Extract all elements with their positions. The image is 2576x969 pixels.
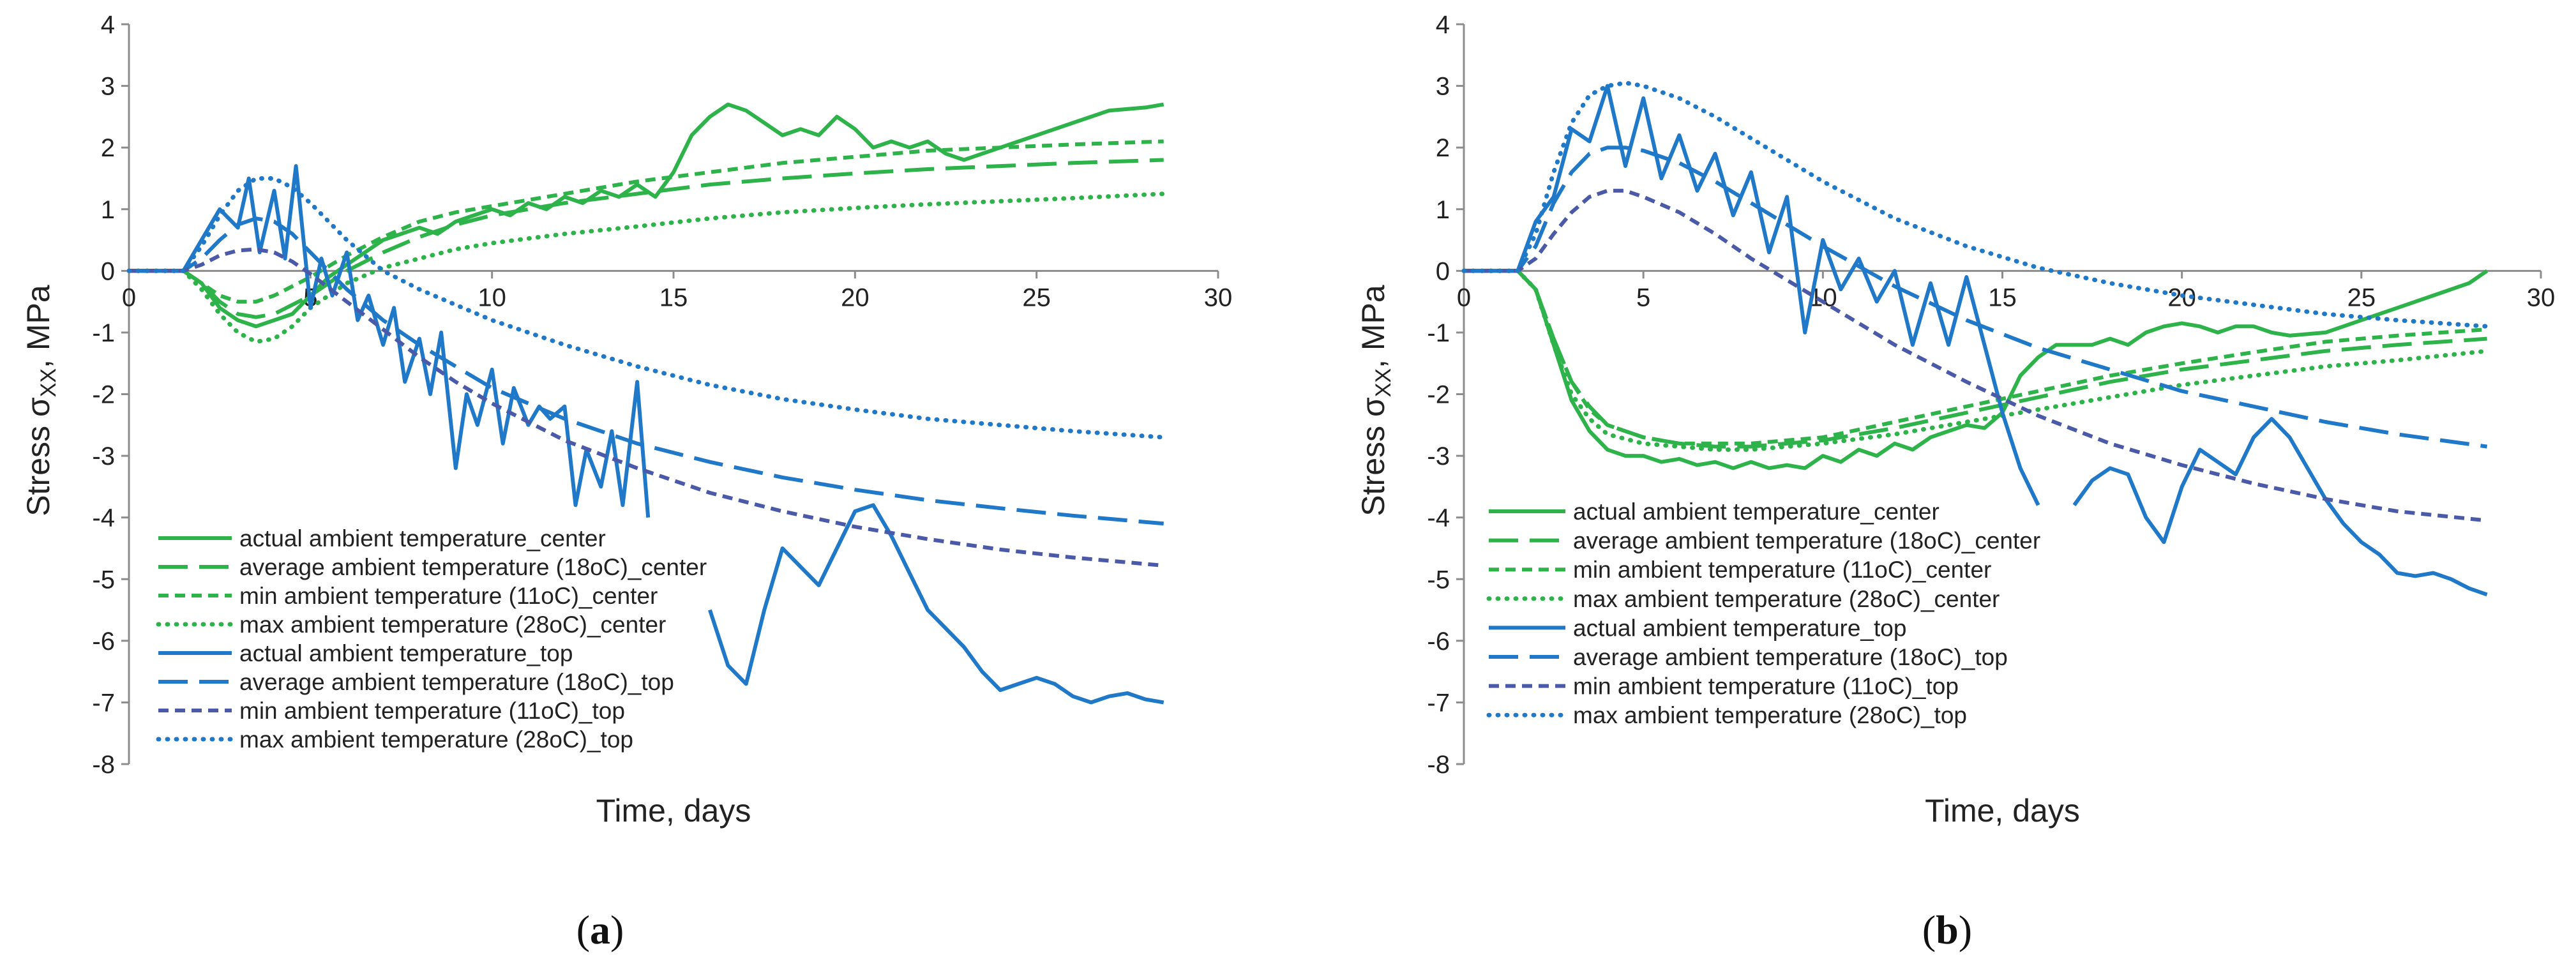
chart-panel-b: 4 3 2 1 0 -1 -2 -3 -4 -5 -6 -7 -8 0 5 10 15 20 25 30 actual … [1309, 0, 2576, 969]
chart-b-series-line-6 [1464, 188, 2487, 523]
chart-b-caption: (b) [1922, 907, 1972, 952]
chart-a-x-axis-title: Time, days [596, 793, 751, 829]
chart-a-series-line-0 [129, 102, 1164, 329]
chart-b-series-line-7 [1461, 80, 2490, 329]
chart-b-y-tick-label: -4 [1427, 504, 1450, 532]
chart-a-series-line-6 [129, 247, 1164, 567]
chart-a-y-tick-label: -5 [92, 566, 115, 594]
chart-a-legend-label: max ambient temperature (28oC)_top [239, 726, 633, 753]
chart-b-y-tick-label: -7 [1427, 689, 1450, 717]
chart-a-y-tick-label: -4 [92, 504, 115, 532]
chart-b-legend-label: actual ambient temperature_top [1573, 615, 1906, 641]
chart-b-y-tick-label: 0 [1436, 257, 1450, 285]
chart-b-y-tick-label: -3 [1427, 442, 1450, 470]
chart-a-series-line-7 [126, 176, 1166, 440]
chart-b-x-tick-label: 5 [1636, 283, 1650, 312]
chart-b-series-line-2 [1464, 269, 2487, 446]
chart-a-y-tick-label: 0 [101, 257, 115, 285]
chart-b-y-tick-label: -2 [1427, 381, 1450, 409]
chart-a-y-tick-label: 4 [101, 11, 115, 39]
chart-a-legend-label: min ambient temperature (11oC)_top [239, 698, 625, 724]
chart-a-series-line-4 [708, 503, 1164, 705]
chart-b-x-axis-title: Time, days [1925, 793, 2080, 829]
chart-a-x-tick-label: 20 [841, 283, 870, 312]
chart-b-x-tick-label: 0 [1457, 283, 1471, 312]
chart-a-x-tick-label: 10 [478, 283, 506, 312]
chart-a-y-tick-label: -8 [92, 751, 115, 779]
chart-b-legend-label: min ambient temperature (11oC)_top [1573, 673, 1959, 700]
chart-b-y-tick-label: -1 [1427, 319, 1450, 347]
chart-a-y-tick-label: -3 [92, 442, 115, 470]
chart-a-legend-label: actual ambient temperature_top [239, 640, 573, 666]
chart-b-legend-label: min ambient temperature (11oC)_center [1573, 557, 1991, 583]
chart-a-legend-label: average ambient temperature (18oC)_cente… [239, 554, 707, 580]
chart-a-y-tick-label: 3 [101, 73, 115, 101]
chart-b-series-line-5 [1464, 146, 2488, 449]
chart-a-caption: (a) [576, 907, 624, 952]
chart-b-y-tick-label: 3 [1436, 73, 1450, 101]
chart-b-legend-label: average ambient temperature (18oC)_cente… [1573, 528, 2040, 554]
chart-a-legend-label: min ambient temperature (11oC)_center [239, 583, 658, 609]
chart-b-y-tick-label: 1 [1436, 196, 1450, 224]
chart-a-y-tick-label: 1 [101, 196, 115, 224]
chart-a-y-tick-label: -6 [92, 627, 115, 656]
chart-a-series-line-1 [129, 158, 1164, 319]
chart-b-y-tick-label: 2 [1436, 134, 1450, 162]
chart-b-legend-label: actual ambient temperature_center [1573, 499, 1940, 525]
chart-a-x-tick-label: 30 [1204, 283, 1233, 312]
chart-b-y-axis-title: Stress σXX, MPa [1355, 285, 1396, 516]
chart-a-x-tick-label: 0 [122, 283, 136, 312]
chart-b-series-line-4 [1464, 84, 2040, 506]
chart-a-y-tick-label: -2 [92, 381, 115, 409]
chart-b-x-tick-label: 30 [2527, 283, 2556, 312]
chart-a-y-axis-title: Stress σXX, MPa [20, 285, 61, 516]
chart-b-series-line-4 [2072, 417, 2488, 597]
chart-a-y-tick-label: -1 [92, 319, 115, 347]
chart-b-y-tick-label: -8 [1427, 751, 1450, 779]
chart-b-y-tick-label: -5 [1427, 566, 1450, 594]
chart-b-y-tick-label: 4 [1436, 11, 1450, 39]
chart-a-y-tick-label: -7 [92, 689, 115, 717]
chart-a-x-tick-label: 25 [1022, 283, 1051, 312]
chart-a-legend-label: max ambient temperature (28oC)_center [239, 612, 666, 638]
chart-b-legend-label: average ambient temperature (18oC)_top [1573, 644, 2008, 670]
chart-a-series-line-3 [126, 192, 1166, 344]
chart-b-legend-label: max ambient temperature (28oC)_top [1573, 702, 1967, 728]
chart-a-y-tick-label: 2 [101, 134, 115, 162]
chart-a-series-line-4 [129, 164, 651, 518]
chart-b-y-tick-label: -6 [1427, 627, 1450, 656]
chart-b-legend-label: max ambient temperature (28oC)_center [1573, 586, 2000, 612]
chart-panel-a: 4 3 2 1 0 -1 -2 -3 -4 -5 -6 -7 -8 0 5 10 15 20 25 30 actual … [0, 0, 1277, 969]
chart-a-series-line-5 [129, 216, 1164, 526]
chart-b-x-tick-label: 25 [2347, 283, 2376, 312]
chart-a-legend-label: average ambient temperature (18oC)_top [239, 669, 674, 695]
chart-a-x-tick-label: 15 [659, 283, 688, 312]
chart-a-series-line-2 [129, 139, 1164, 304]
chart-b-x-tick-label: 15 [1988, 283, 2017, 312]
chart-b-series-line-0 [1464, 269, 2489, 470]
chart-a-legend-label: actual ambient temperature_center [239, 525, 606, 552]
